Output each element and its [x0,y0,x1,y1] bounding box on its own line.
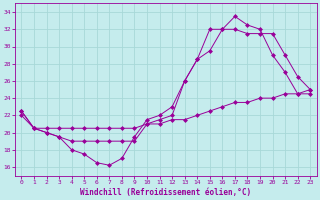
X-axis label: Windchill (Refroidissement éolien,°C): Windchill (Refroidissement éolien,°C) [80,188,252,197]
